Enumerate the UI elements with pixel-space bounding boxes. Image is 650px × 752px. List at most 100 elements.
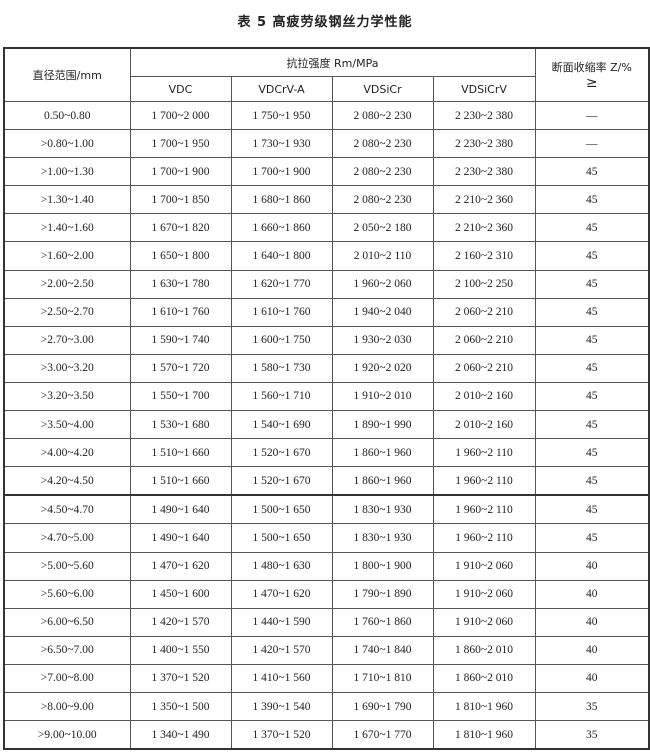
cell-vdcrv-a: 1 600~1 750 (230, 325, 333, 355)
cell-vdsicrv: 1 810~1 960 (432, 691, 536, 722)
cell-vdsicrv: 2 060~2 210 (432, 353, 536, 383)
cell-reduction: 45 (534, 410, 650, 440)
cell-diameter: >2.00~2.50 (3, 269, 131, 299)
cell-vdsicrv: 1 960~2 110 (432, 466, 536, 496)
cell-vdcrv-a: 1 620~1 770 (230, 269, 333, 299)
table-row: >8.00~9.00 1 350~1 500 1 390~1 540 1 690~1 … (3, 691, 650, 722)
cell-diameter: >2.70~3.00 (3, 325, 131, 355)
cell-vdc: 1 510~1 660 (129, 466, 232, 496)
cell-vdsicr: 1 860~1 960 (331, 438, 434, 468)
mechanical-properties-table: 直径范围/mm 抗拉强度 Rm/MPa 断面收缩率 Z/% ≥ VDC VDCr… (3, 47, 650, 751)
cell-reduction: 35 (534, 691, 650, 722)
cell-vdcrv-a: 1 520~1 670 (230, 438, 333, 468)
cell-vdsicrv: 2 230~2 380 (432, 129, 536, 159)
header-diameter: 直径范围/mm (3, 47, 131, 102)
cell-vdsicr: 1 910~2 010 (331, 381, 434, 412)
cell-diameter: >4.50~4.70 (3, 494, 131, 525)
cell-diameter: >3.00~3.20 (3, 353, 131, 383)
cell-vdsicr: 2 050~2 180 (331, 213, 434, 243)
cell-vdc: 1 510~1 660 (129, 438, 232, 468)
cell-vdsicrv: 2 010~2 160 (432, 381, 536, 412)
cell-vdc: 1 450~1 600 (129, 579, 232, 609)
cell-vdsicrv: 2 210~2 360 (432, 213, 536, 243)
cell-reduction: 45 (534, 241, 650, 271)
cell-vdc: 1 550~1 700 (129, 381, 232, 412)
table-row: >5.60~6.00 1 450~1 600 1 470~1 620 1 790~1 … (3, 579, 650, 609)
cell-vdc: 1 470~1 620 (129, 551, 232, 581)
cell-vdsicrv: 2 100~2 250 (432, 269, 536, 299)
cell-vdsicrv: 2 230~2 380 (432, 157, 536, 187)
cell-reduction: 45 (534, 297, 650, 327)
cell-vdsicrv: 1 960~2 110 (432, 438, 536, 468)
cell-vdcrv-a: 1 480~1 630 (230, 551, 333, 581)
cell-vdsicrv: 1 910~2 060 (432, 551, 536, 581)
cell-reduction: 45 (534, 438, 650, 468)
cell-vdc: 1 590~1 740 (129, 325, 232, 355)
cell-vdc: 1 700~2 000 (129, 100, 232, 131)
cell-diameter: >4.20~4.50 (3, 466, 131, 496)
table-row: >2.70~3.00 1 590~1 740 1 600~1 750 1 930~2 … (3, 325, 650, 355)
cell-diameter: >5.60~6.00 (3, 579, 131, 609)
cell-reduction: 40 (534, 607, 650, 637)
cell-reduction: — (534, 129, 650, 159)
header-tensile-strength: 抗拉强度 Rm/MPa (129, 47, 536, 77)
cell-vdcrv-a: 1 680~1 860 (230, 185, 333, 215)
cell-vdc: 1 490~1 640 (129, 494, 232, 525)
cell-vdsicrv: 1 960~2 110 (432, 523, 536, 553)
cell-vdc: 1 350~1 500 (129, 691, 232, 722)
cell-vdcrv-a: 1 580~1 730 (230, 353, 333, 383)
cell-vdcrv-a: 1 700~1 900 (230, 157, 333, 187)
cell-vdc: 1 490~1 640 (129, 523, 232, 553)
table-row: >3.00~3.20 1 570~1 720 1 580~1 730 1 920~2 … (3, 353, 650, 383)
table-row: >6.00~6.50 1 420~1 570 1 440~1 590 1 760~1 … (3, 607, 650, 637)
cell-diameter: >3.50~4.00 (3, 410, 131, 440)
cell-diameter: >4.70~5.00 (3, 523, 131, 553)
cell-vdsicrv: 1 810~1 960 (432, 720, 536, 750)
cell-reduction: 45 (534, 381, 650, 412)
header-reduction-label: 断面收缩率 Z/% (551, 61, 632, 74)
cell-vdsicr: 1 670~1 770 (331, 720, 434, 750)
cell-vdsicrv: 2 060~2 210 (432, 325, 536, 355)
cell-reduction: 40 (534, 663, 650, 693)
table-row: >3.50~4.00 1 530~1 680 1 540~1 690 1 890~1 … (3, 410, 650, 440)
cell-vdsicr: 1 940~2 040 (331, 297, 434, 327)
table-row: >7.00~8.00 1 370~1 520 1 410~1 560 1 710~1 … (3, 663, 650, 693)
cell-vdcrv-a: 1 440~1 590 (230, 607, 333, 637)
cell-reduction: 45 (534, 494, 650, 525)
cell-vdsicr: 1 760~1 860 (331, 607, 434, 637)
cell-reduction: — (534, 100, 650, 131)
cell-diameter: >1.60~2.00 (3, 241, 131, 271)
cell-vdsicr: 2 010~2 110 (331, 241, 434, 271)
cell-vdsicrv: 2 010~2 160 (432, 410, 536, 440)
cell-vdsicr: 1 960~2 060 (331, 269, 434, 299)
cell-diameter: >0.80~1.00 (3, 129, 131, 159)
table-row: >6.50~7.00 1 400~1 550 1 420~1 570 1 740~1 … (3, 635, 650, 665)
cell-vdcrv-a: 1 370~1 520 (230, 720, 333, 750)
cell-vdcrv-a: 1 420~1 570 (230, 635, 333, 665)
cell-reduction: 45 (534, 213, 650, 243)
cell-diameter: >1.00~1.30 (3, 157, 131, 187)
cell-reduction: 45 (534, 269, 650, 299)
cell-vdsicr: 1 930~2 030 (331, 325, 434, 355)
cell-vdsicr: 2 080~2 230 (331, 185, 434, 215)
cell-vdsicrv: 1 860~2 010 (432, 663, 536, 693)
cell-vdcrv-a: 1 390~1 540 (230, 691, 333, 722)
table-row: >1.40~1.60 1 670~1 820 1 660~1 860 2 050~2 … (3, 213, 650, 243)
cell-diameter: >3.20~3.50 (3, 381, 131, 412)
cell-vdc: 1 370~1 520 (129, 663, 232, 693)
cell-vdc: 1 400~1 550 (129, 635, 232, 665)
cell-diameter: >6.00~6.50 (3, 607, 131, 637)
cell-vdsicr: 2 080~2 230 (331, 129, 434, 159)
cell-vdcrv-a: 1 410~1 560 (230, 663, 333, 693)
cell-vdsicrv: 1 910~2 060 (432, 607, 536, 637)
header-grade: VDSiCr (331, 76, 434, 102)
header-grade: VDCrV-A (230, 76, 333, 102)
cell-vdsicr: 1 890~1 990 (331, 410, 434, 440)
cell-reduction: 40 (534, 579, 650, 609)
header-reduction-of-area: 断面收缩率 Z/% ≥ (534, 47, 650, 102)
cell-vdcrv-a: 1 750~1 950 (230, 100, 333, 131)
table-row: >4.50~4.70 1 490~1 640 1 500~1 650 1 830~1 … (3, 494, 650, 525)
cell-vdcrv-a: 1 520~1 670 (230, 466, 333, 496)
cell-vdcrv-a: 1 640~1 800 (230, 241, 333, 271)
header-grade: VDC (129, 76, 232, 102)
